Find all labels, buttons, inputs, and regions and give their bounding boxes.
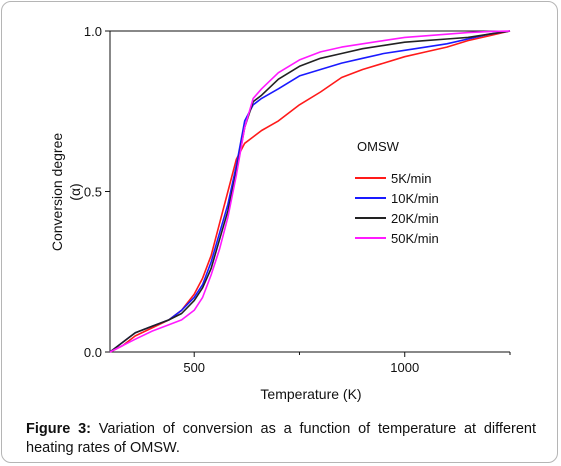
caption-label: Figure 3: — [26, 421, 91, 437]
caption-text: Variation of conversion as a function of… — [26, 421, 536, 456]
series-layer — [109, 30, 511, 353]
series-line-20kmin — [109, 30, 511, 353]
legend-title: OMSW — [357, 139, 400, 154]
series-line-50kmin — [109, 30, 511, 353]
y-axis-label-unit: (α) — [67, 183, 83, 200]
legend-label: 10K/min — [391, 191, 439, 206]
x-tick-label: 1000 — [390, 360, 419, 375]
series-line-10kmin — [109, 30, 511, 353]
legend: OMSW 5K/min 10K/min 20K/min 50K/min — [355, 139, 439, 246]
legend-label: 50K/min — [391, 231, 439, 246]
figure-caption: Figure 3: Variation of conversion as a f… — [26, 420, 536, 458]
y-tick-label: 0.5 — [84, 185, 102, 200]
legend-label: 5K/min — [391, 171, 431, 186]
legend-label: 20K/min — [391, 211, 439, 226]
x-tick-label: 500 — [183, 360, 205, 375]
y-tick-label: 1.0 — [84, 24, 102, 39]
y-axis-label: Conversion degree — [49, 133, 65, 252]
series-line-5kmin — [109, 30, 511, 353]
x-axis-label: Temperature (K) — [260, 386, 361, 402]
y-tick-label: 0.0 — [84, 345, 102, 360]
plot-area — [109, 30, 510, 353]
axis-ticks: 0.0 0.5 1.0 500 1000 — [84, 24, 511, 375]
